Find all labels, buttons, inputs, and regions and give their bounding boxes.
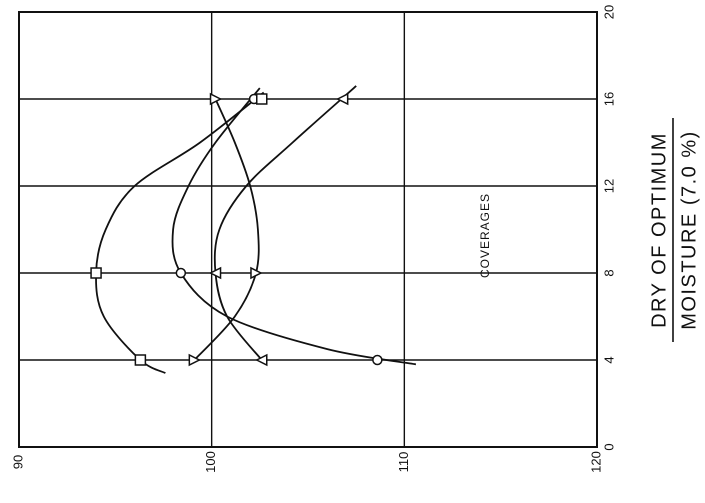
- condition-label-line2: MOISTURE (7.0 %): [678, 130, 700, 330]
- data-point-circle-1: [175, 267, 187, 279]
- data-point-square-1: [90, 267, 102, 279]
- x-tick-label-8: 8: [601, 269, 616, 276]
- y-tick-label-110: 110: [396, 452, 411, 473]
- data-point-circle-2: [372, 354, 383, 366]
- series-line-triangle-right: [193, 98, 260, 361]
- condition-label-line1: DRY OF OPTIMUM: [648, 132, 670, 328]
- x-tick-label-16: 16: [601, 92, 616, 106]
- data-point-triangle-right-0: [209, 92, 223, 106]
- data-point-triangle-left-1: [208, 266, 222, 280]
- x-tick-label-20: 20: [601, 5, 616, 19]
- series-line-triangle-left: [213, 85, 357, 361]
- data-point-triangle-left-2: [255, 353, 268, 367]
- y-tick-label-100: 100: [203, 451, 218, 473]
- data-point-triangle-right-2: [188, 353, 202, 367]
- x-tick-label-0: 0: [601, 443, 616, 450]
- data-point-square-0: [256, 93, 268, 105]
- x-tick-label-4: 4: [601, 356, 616, 363]
- plot-area: [18, 11, 598, 448]
- plot-frame: [18, 11, 598, 448]
- x-tick-label-12: 12: [601, 179, 616, 193]
- data-point-square-2: [134, 354, 147, 366]
- data-point-triangle-left-0: [336, 92, 349, 106]
- data-point-triangle-right-1: [250, 266, 263, 280]
- series-line-circle: [171, 87, 417, 366]
- y-tick-label-120: 120: [588, 451, 603, 473]
- x-axis-title: COVERAGES: [478, 193, 492, 278]
- series-line-square: [95, 91, 265, 374]
- y-tick-label-90: 90: [10, 455, 25, 469]
